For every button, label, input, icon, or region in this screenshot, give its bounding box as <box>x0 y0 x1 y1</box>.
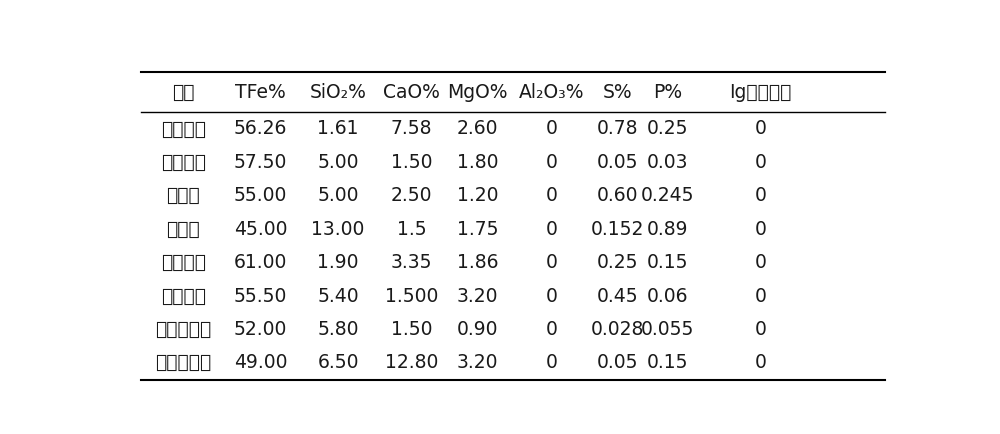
Text: 0: 0 <box>755 186 766 205</box>
Text: 3.20: 3.20 <box>457 353 498 372</box>
Text: 0.78: 0.78 <box>596 119 638 138</box>
Text: 0.03: 0.03 <box>647 153 688 172</box>
Text: 西藏矿: 西藏矿 <box>166 186 200 205</box>
Text: 0: 0 <box>755 286 766 306</box>
Text: 1.50: 1.50 <box>391 153 432 172</box>
Text: CaO%: CaO% <box>383 83 440 102</box>
Text: 原料: 原料 <box>172 83 194 102</box>
Text: 烧结返矿粉: 烧结返矿粉 <box>155 353 211 372</box>
Text: 0.25: 0.25 <box>647 119 688 138</box>
Text: SiO₂%: SiO₂% <box>310 83 367 102</box>
Text: 55.00: 55.00 <box>234 186 287 205</box>
Text: 3.20: 3.20 <box>457 286 498 306</box>
Text: 1.86: 1.86 <box>457 253 498 272</box>
Text: 1.80: 1.80 <box>457 153 498 172</box>
Text: MgO%: MgO% <box>447 83 508 102</box>
Text: 0: 0 <box>755 253 766 272</box>
Text: 0: 0 <box>755 220 766 239</box>
Text: 2.50: 2.50 <box>391 186 432 205</box>
Text: 1.500: 1.500 <box>385 286 438 306</box>
Text: Ig（烧损）: Ig（烧损） <box>729 83 792 102</box>
Text: 0: 0 <box>545 153 557 172</box>
Text: 平川粉矿: 平川粉矿 <box>161 119 206 138</box>
Text: 5.80: 5.80 <box>317 320 359 339</box>
Text: 1.75: 1.75 <box>457 220 498 239</box>
Text: 1.90: 1.90 <box>317 253 359 272</box>
Text: Al₂O₃%: Al₂O₃% <box>518 83 584 102</box>
Text: 0.15: 0.15 <box>647 253 688 272</box>
Text: 5.00: 5.00 <box>317 186 359 205</box>
Text: 0: 0 <box>545 186 557 205</box>
Text: 1.50: 1.50 <box>391 320 432 339</box>
Text: 13.00: 13.00 <box>311 220 365 239</box>
Text: 56.26: 56.26 <box>234 119 287 138</box>
Text: 0: 0 <box>545 286 557 306</box>
Text: 12.80: 12.80 <box>385 353 438 372</box>
Text: 0.028: 0.028 <box>590 320 644 339</box>
Text: 2.60: 2.60 <box>457 119 498 138</box>
Text: 0: 0 <box>545 220 557 239</box>
Text: 49.00: 49.00 <box>234 353 287 372</box>
Text: 0.05: 0.05 <box>596 153 638 172</box>
Text: 0.25: 0.25 <box>596 253 638 272</box>
Text: 0: 0 <box>545 320 557 339</box>
Text: 0: 0 <box>755 119 766 138</box>
Text: 0.152: 0.152 <box>590 220 644 239</box>
Text: 55.50: 55.50 <box>234 286 287 306</box>
Text: 0.055: 0.055 <box>641 320 694 339</box>
Text: TFe%: TFe% <box>235 83 286 102</box>
Text: 7.58: 7.58 <box>391 119 432 138</box>
Text: 3.35: 3.35 <box>391 253 432 272</box>
Text: 球团返矿粉: 球团返矿粉 <box>155 320 211 339</box>
Text: 0: 0 <box>755 353 766 372</box>
Text: 1.5: 1.5 <box>397 220 427 239</box>
Text: P%: P% <box>653 83 682 102</box>
Text: 钒钛精矿: 钒钛精矿 <box>161 286 206 306</box>
Text: 0.45: 0.45 <box>596 286 638 306</box>
Text: 45.00: 45.00 <box>234 220 287 239</box>
Text: 印度粉矿: 印度粉矿 <box>161 153 206 172</box>
Text: 0.90: 0.90 <box>457 320 498 339</box>
Text: 52.00: 52.00 <box>234 320 287 339</box>
Text: 平川精矿: 平川精矿 <box>161 253 206 272</box>
Text: 0: 0 <box>755 153 766 172</box>
Text: 0: 0 <box>545 353 557 372</box>
Text: 武定矿: 武定矿 <box>166 220 200 239</box>
Text: 0.89: 0.89 <box>647 220 688 239</box>
Text: 0: 0 <box>545 119 557 138</box>
Text: 0: 0 <box>545 253 557 272</box>
Text: 1.61: 1.61 <box>317 119 359 138</box>
Text: 0.06: 0.06 <box>647 286 688 306</box>
Text: 1.20: 1.20 <box>457 186 498 205</box>
Text: S%: S% <box>602 83 632 102</box>
Text: 6.50: 6.50 <box>317 353 359 372</box>
Text: 0: 0 <box>755 320 766 339</box>
Text: 0.15: 0.15 <box>647 353 688 372</box>
Text: 0.245: 0.245 <box>641 186 694 205</box>
Text: 0.60: 0.60 <box>596 186 638 205</box>
Text: 61.00: 61.00 <box>234 253 287 272</box>
Text: 0.05: 0.05 <box>596 353 638 372</box>
Text: 5.40: 5.40 <box>317 286 359 306</box>
Text: 57.50: 57.50 <box>234 153 287 172</box>
Text: 5.00: 5.00 <box>317 153 359 172</box>
